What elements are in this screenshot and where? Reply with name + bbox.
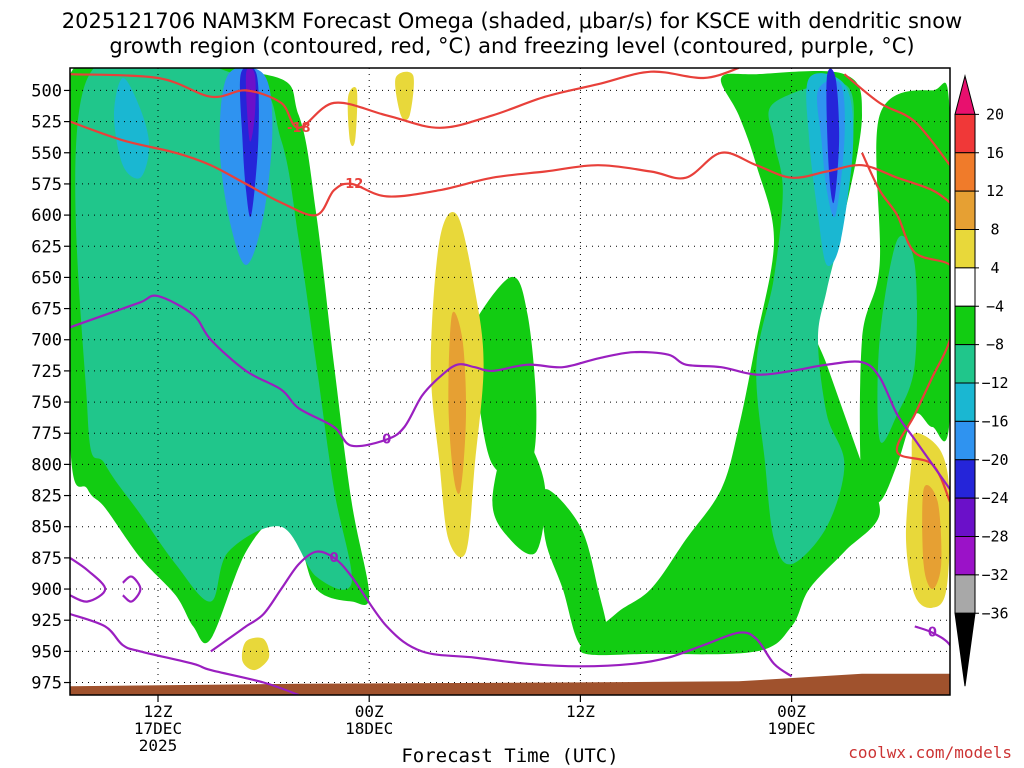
colorbar-label-1: 16 (986, 144, 1004, 162)
omega-region-20 (241, 637, 270, 671)
chart-title-line-2: growth region (contoured, red, °C) and f… (109, 34, 914, 58)
y-tick-label-11: 775 (31, 424, 62, 444)
colorbar-label-9: −20 (981, 451, 1008, 469)
y-tick-label-0: 500 (31, 81, 62, 101)
colorbar-swatch-4 (954, 229, 976, 269)
colorbar-top-arrow (954, 74, 976, 115)
colorbar-label-11: −28 (981, 528, 1008, 546)
x-tick-label-1-0: 00Z (355, 702, 384, 721)
dgz-contour-label-1: -12 (340, 177, 364, 192)
omega-region-22 (395, 71, 414, 121)
colorbar-label-4: 4 (990, 259, 999, 277)
colorbar-label-7: −12 (981, 374, 1008, 392)
freezing-contour-line-3 (70, 556, 107, 603)
colorbar-swatch-10 (954, 459, 976, 499)
omega-region-5 (245, 68, 256, 142)
y-tick-label-4: 600 (31, 206, 62, 226)
plot-frame (69, 67, 951, 696)
colorbar-swatch-8 (954, 382, 976, 422)
freezing-contour-line-4 (122, 575, 142, 603)
colorbar-swatch-2 (954, 152, 976, 192)
x-tick-label-3-1: 19DEC (768, 719, 816, 738)
y-tick-label-8: 700 (31, 331, 62, 351)
x-axis-label: Forecast Time (UTC) (401, 745, 618, 767)
freezing-contour-line-5 (70, 612, 300, 695)
omega-region-17 (448, 311, 467, 494)
x-tick-label-0-0: 12Z (144, 702, 173, 721)
y-tick-label-6: 650 (31, 268, 62, 288)
colorbar-label-2: 12 (986, 182, 1004, 200)
colorbar-swatch-3 (954, 190, 976, 230)
y-tick-label-9: 725 (31, 362, 62, 382)
colorbar-swatch-7 (954, 344, 976, 384)
x-tick-label-3-0: 00Z (777, 702, 806, 721)
y-tick-label-12: 800 (31, 455, 62, 475)
omega-shaded-regions (70, 68, 950, 671)
y-tick-label-7: 675 (31, 300, 62, 320)
dgz-contour-line-0 (70, 68, 740, 129)
y-tick-label-15: 875 (31, 549, 62, 569)
x-tick-label-1-1: 18DEC (345, 719, 393, 738)
y-tick-label-13: 825 (31, 487, 62, 507)
y-tick-label-18: 950 (31, 642, 62, 662)
omega-region-2 (114, 77, 150, 179)
y-tick-label-16: 900 (31, 580, 62, 600)
dgz-contour-line-1 (70, 120, 950, 217)
grid-lines (70, 68, 950, 695)
y-tick-label-10: 750 (31, 393, 62, 413)
colorbar: 20 16 12 8 4 −4 −8 −12 −16 −20 −24 −28 −32 −36 (954, 74, 1009, 687)
dgz-contour-label-0: -18 (287, 121, 311, 136)
colorbar-swatch-13 (954, 574, 976, 614)
colorbar-label-3: 8 (990, 221, 999, 239)
y-tick-label-2: 550 (31, 144, 62, 164)
y-tick-label-1: 525 (31, 113, 62, 133)
freezing-contour-label-2: 0 (928, 626, 937, 641)
x-tick-label-0-2: 2025 (139, 736, 178, 755)
freezing-contour-line-0 (70, 294, 950, 490)
x-tick-label-0-1: 17DEC (134, 719, 182, 738)
y-axis: 500 525 550 575 600 625 650 675 700 725 750 775 800 8… (31, 81, 70, 694)
omega-region-7 (492, 423, 546, 555)
colorbar-label-12: −32 (981, 566, 1008, 584)
credit-text: coolwx.com/models (848, 743, 1012, 762)
terrain (70, 673, 950, 695)
y-tick-label-5: 625 (31, 237, 62, 257)
colorbar-label-0: 20 (986, 105, 1004, 123)
y-tick-label-3: 575 (31, 175, 62, 195)
colorbar-swatch-12 (954, 536, 976, 576)
colorbar-swatch-9 (954, 420, 976, 461)
plot-area: -18 -12 0 0 0 (69, 67, 951, 696)
colorbar-swatch-11 (954, 497, 976, 537)
y-tick-label-14: 850 (31, 518, 62, 538)
colorbar-label-8: −16 (981, 412, 1008, 430)
freezing-contour-label-0: 0 (382, 432, 391, 447)
freezing-contour-line-2 (914, 625, 950, 648)
omega-region-21 (347, 86, 358, 147)
colorbar-bottom-arrow (954, 612, 976, 687)
colorbar-label-5: −4 (986, 297, 1004, 315)
x-tick-label-2-0: 12Z (566, 702, 595, 721)
freezing-contours: 0 0 0 (70, 294, 950, 695)
colorbar-swatch-6 (954, 305, 976, 346)
colorbar-swatch-1 (954, 113, 976, 154)
colorbar-label-10: −24 (981, 489, 1008, 507)
dgz-contour-line-3 (861, 152, 950, 503)
y-tick-label-19: 975 (31, 674, 62, 694)
freezing-contour-line-1 (210, 550, 793, 678)
omega-region-19 (922, 485, 942, 589)
colorbar-label-6: −8 (986, 336, 1004, 354)
omega-region-8 (541, 489, 608, 650)
chart-title-line-1: 2025121706 NAM3KM Forecast Omega (shaded… (62, 9, 962, 33)
y-tick-label-17: 925 (31, 611, 62, 631)
colorbar-swatch-5 (954, 267, 976, 307)
omega-region-1 (75, 68, 352, 602)
colorbar-label-13: −36 (981, 604, 1008, 622)
dgz-contour-line-2 (843, 73, 950, 166)
terrain-layer (70, 673, 950, 695)
freezing-contour-label-1: 0 (329, 551, 338, 566)
dgz-contours: -18 -12 (70, 68, 950, 503)
